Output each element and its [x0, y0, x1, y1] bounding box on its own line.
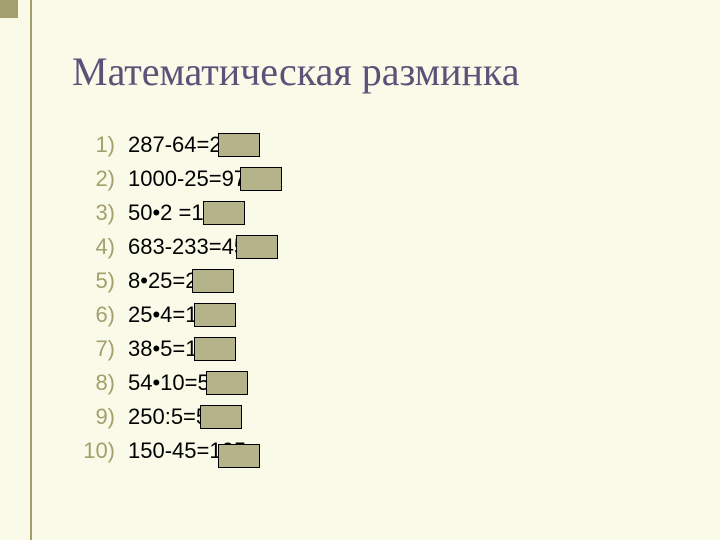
problem-expression: 287-64=	[128, 128, 209, 162]
problem-expression: 250:5=	[128, 400, 196, 434]
problem-number: 5)	[65, 264, 115, 298]
problem-row: 7)38•5=190	[0, 332, 720, 366]
problem-number: 7)	[65, 332, 115, 366]
problem-list: 1)287-64=2232)1000-25= 9753)50•2 = 1004)…	[0, 128, 720, 468]
problem-expression: 25•4=	[128, 298, 185, 332]
problem-expression: 50•2 =	[128, 196, 191, 230]
answer-cover	[194, 337, 236, 361]
problem-number: 9)	[65, 400, 115, 434]
problem-row: 9)250:5=50	[0, 400, 720, 434]
problem-row: 10)150-45=105	[0, 434, 720, 468]
answer-cover	[200, 405, 242, 429]
answer-cover	[194, 303, 236, 327]
problem-row: 4)683-233=450	[0, 230, 720, 264]
problem-row: 5)8•25=200	[0, 264, 720, 298]
answer-cover	[236, 235, 278, 259]
answer-cover	[206, 371, 248, 395]
problem-number: 10)	[65, 434, 115, 468]
problem-expression: 8•25=	[128, 264, 185, 298]
problem-number: 3)	[65, 196, 115, 230]
problem-number: 1)	[65, 128, 115, 162]
problem-expression: 54•10=	[128, 366, 198, 400]
problem-row: 6)25•4=100	[0, 298, 720, 332]
problem-row: 3)50•2 = 100	[0, 196, 720, 230]
problem-row: 8)54•10=540	[0, 366, 720, 400]
corner-accent	[0, 0, 18, 18]
problem-expression: 150-45=	[128, 434, 209, 468]
answer-cover	[218, 444, 260, 468]
problem-row: 1)287-64=223	[0, 128, 720, 162]
problem-row: 2) 1000-25= 975	[0, 162, 720, 196]
problem-number: 6)	[65, 298, 115, 332]
slide-title: Математическая разминка	[72, 48, 519, 95]
answer-cover	[218, 133, 260, 157]
problem-number: 2)	[65, 162, 115, 196]
answer-cover	[240, 167, 282, 191]
problem-expression-wrap: 1000-25= 975	[128, 162, 258, 196]
problem-expression: 1000-25=	[128, 162, 222, 196]
answer-cover	[203, 201, 245, 225]
problem-number: 4)	[65, 230, 115, 264]
problem-number: 8)	[65, 366, 115, 400]
problem-expression: 38•5=	[128, 332, 185, 366]
answer-cover	[192, 269, 234, 293]
problem-expression: 683-233=	[128, 230, 222, 264]
slide: Математическая разминка 1)287-64=2232)10…	[0, 0, 720, 540]
